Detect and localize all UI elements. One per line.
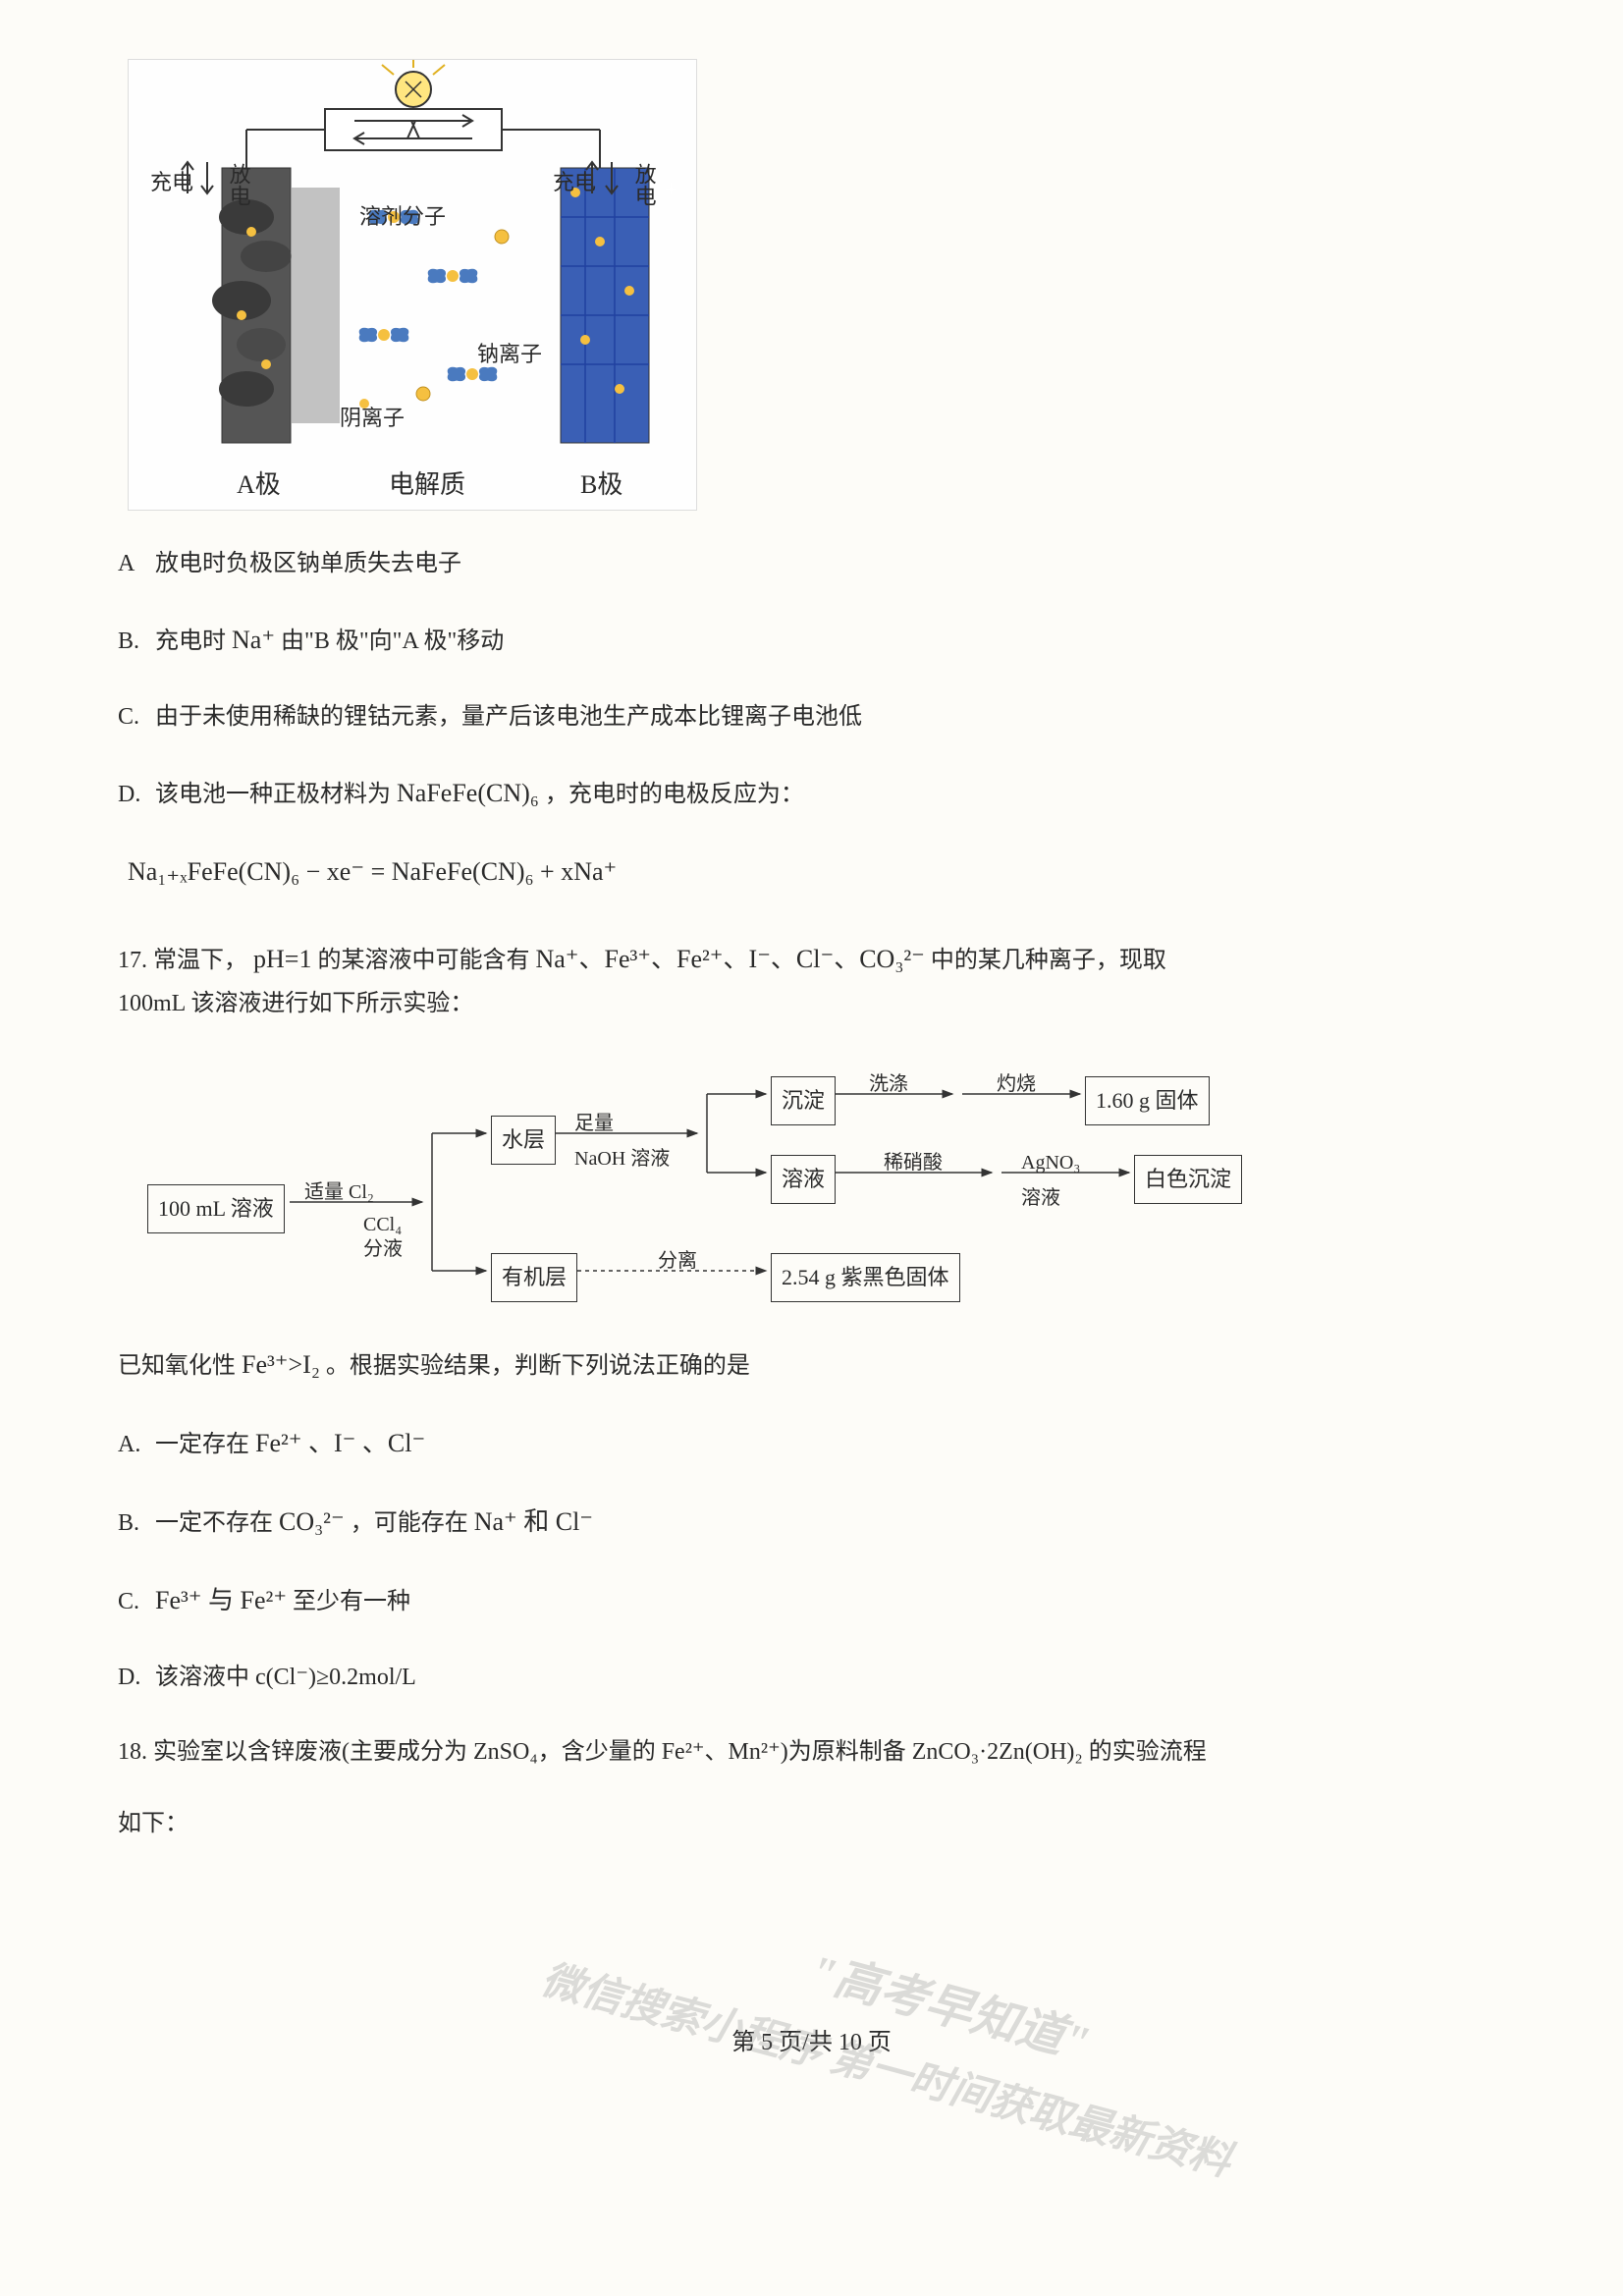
flow-label-cl2: 适量 Cl₂ [304,1175,374,1210]
option-formula: Fe³⁺ 与 Fe²⁺ [155,1586,287,1614]
option-text: 该溶液中 c(Cl⁻)≥0.2mol/L [155,1665,416,1690]
known-formula: Fe³⁺>I₂ [242,1350,320,1379]
svg-text:+: + [664,175,678,203]
option-label: D. [118,771,149,818]
q16-option-d: D. 该电池一种正极材料为 NaFeFe(CN)₆ ，充电时的电极反应为： [118,768,1505,819]
flow-white-precip: 白色沉淀 [1134,1155,1242,1204]
option-label: C. [118,693,149,740]
q18-stem-line2: 如下： [118,1803,1505,1845]
q17-option-c: C. Fe³⁺ 与 Fe²⁺ 至少有一种 [118,1575,1505,1626]
q17-known: 已知氧化性 Fe³⁺>I₂ 。根据实验结果，判断下列说法正确的是 [118,1339,1505,1391]
option-text: 一定不存在 [155,1510,273,1536]
stem-text: 实验室以含锌废液(主要成分为 ZnSO₄，含少量的 Fe²⁺、Mn²⁺)为原料制… [153,1739,1207,1765]
q-number: 17. [118,948,147,973]
option-formula: Na⁺ 和 Cl⁻ [474,1507,593,1536]
option-label: A [118,540,149,587]
option-formula: Fe²⁺ 、I⁻ 、Cl⁻ [255,1429,425,1457]
flow-solid1: 1.60 g 固体 [1085,1076,1210,1125]
diagram-svg: − + [129,60,698,512]
stem-text: 的某溶液中可能含有 [317,948,529,973]
flow-label-burn: 灼烧 [997,1066,1036,1102]
option-formula: CO₃²⁻ [279,1507,345,1536]
q16-equation: Na₁₊ₓFeFe(CN)₆ − xe⁻ = NaFeFe(CN)₆ + xNa… [128,847,1505,898]
option-text: 放电时负极区钠单质失去电子 [155,551,461,576]
flow-label-sep1: 分液 [363,1231,403,1267]
option-label: A. [118,1421,149,1468]
label-anion: 阴离子 [340,399,405,438]
q17-option-a: A. 一定存在 Fe²⁺ 、I⁻ 、Cl⁻ [118,1418,1505,1469]
stem-text: 常温下， [153,948,247,973]
flow-solution: 溶液 [771,1155,836,1204]
flow-label-agno3: AgNO₃ 溶液 [1021,1145,1080,1216]
option-label: B. [118,1500,149,1547]
option-text-post: 由"B 极"向"A 极"移动 [281,629,504,654]
label-electrode-a: A极 [237,463,281,509]
q16-option-a: A 放电时负极区钠单质失去电子 [118,540,1505,587]
flow-label-wash: 洗涤 [869,1066,908,1102]
q-number: 18. [118,1739,147,1765]
option-text-pre: 该电池一种正极材料为 [155,782,391,807]
flow-label-sep2: 分离 [658,1243,697,1279]
label-discharge-left: 放电 [219,163,258,206]
label-electrode-b: B极 [580,463,622,509]
option-label: D. [118,1654,149,1701]
solvent-molecules [356,207,509,409]
option-text-post: ，充电时的电极反应为： [545,782,804,807]
flow-label-naoh: 足量 NaOH 溶液 [574,1106,670,1176]
option-text-pre: 充电时 [155,629,226,654]
q16-option-c: C. 由于未使用稀缺的锂钴元素，量产后该电池生产成本比锂离子电池低 [118,693,1505,740]
stem-text: 中的某几种离子，现取 [931,948,1166,973]
q17-option-b: B. 一定不存在 CO₃²⁻ ，可能存在 Na⁺ 和 Cl⁻ [118,1497,1505,1548]
stem-formula: Na⁺、Fe³⁺、Fe²⁺、I⁻、Cl⁻、CO₃²⁻ [535,945,924,973]
flow-solid2: 2.54 g 紫黑色固体 [771,1253,960,1302]
watermark-2: 微信搜索小程序 第一时间获取最新资料 [533,1944,1239,2201]
known-pre: 已知氧化性 [118,1353,236,1379]
option-text: 一定存在 [155,1432,249,1457]
option-label: C. [118,1578,149,1625]
option-text: ，可能存在 [351,1510,468,1536]
option-text: 至少有一种 [293,1589,410,1614]
q18-stem: 18. 实验室以含锌废液(主要成分为 ZnSO₄，含少量的 Fe²⁺、Mn²⁺)… [118,1728,1505,1776]
known-post: 。根据实验结果，判断下列说法正确的是 [326,1353,750,1379]
page-footer: 第 5 页/共 10 页 [118,2022,1505,2064]
label-solvent: 溶剂分子 [359,197,446,237]
q16-option-b: B. 充电时 Na⁺ 由"B 极"向"A 极"移动 [118,615,1505,666]
flow-organic-layer: 有机层 [491,1253,577,1302]
flow-precip: 沉淀 [771,1076,836,1125]
q17-stem-line2: 100mL 该溶液进行如下所示实验： [118,983,1505,1025]
label-sodium-ion: 钠离子 [477,335,542,374]
stem-formula: pH=1 [253,945,311,973]
option-formula: NaFeFe(CN)₆ [397,779,539,807]
option-formula: Na⁺ [232,626,275,654]
q17-stem: 17. 常温下， pH=1 的某溶液中可能含有 Na⁺、Fe³⁺、Fe²⁺、I⁻… [118,937,1505,983]
label-discharge-right: 放电 [624,163,664,206]
q17-option-d: D. 该溶液中 c(Cl⁻)≥0.2mol/L [118,1654,1505,1701]
label-electrolyte: 电解质 [389,463,465,509]
battery-diagram: − + [128,59,697,511]
flow-water-layer: 水层 [491,1116,556,1165]
option-text: 由于未使用稀缺的锂钴元素，量产后该电池生产成本比锂离子电池低 [155,704,862,730]
flow-start: 100 mL 溶液 [147,1184,285,1233]
option-label: B. [118,618,149,665]
q17-flowchart: 100 mL 溶液 适量 Cl₂ CCl₄ 分液 水层 足量 NaOH 溶液 沉… [137,1055,1463,1310]
flow-label-hno3: 稀硝酸 [884,1145,943,1180]
